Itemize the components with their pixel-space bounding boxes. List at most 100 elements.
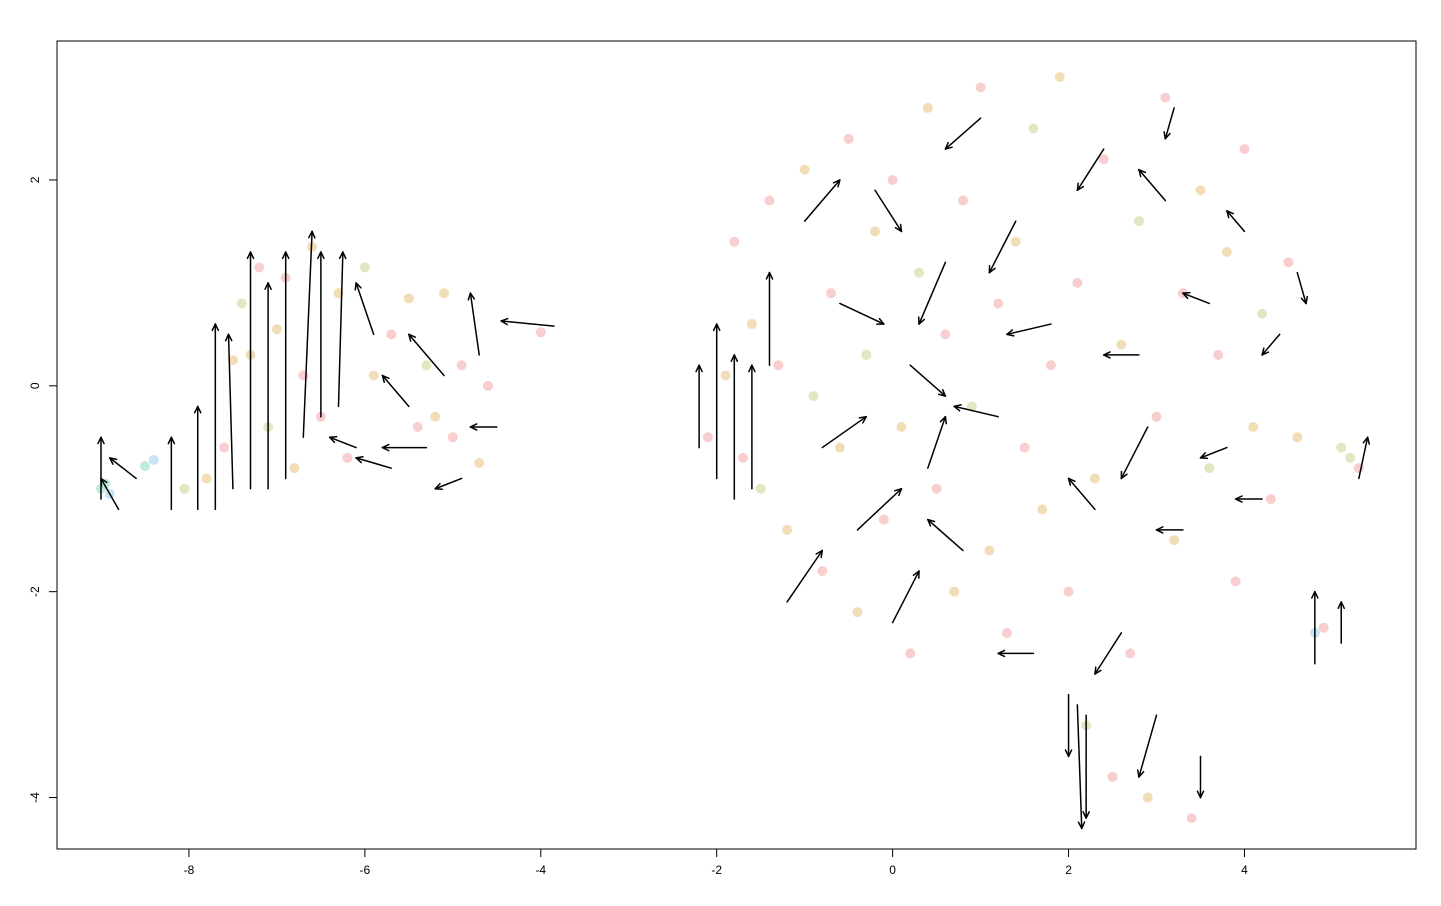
y-axis: -4 -2 0 2	[28, 176, 58, 803]
x-tick-label: -8	[184, 863, 195, 877]
cell-point	[403, 293, 414, 304]
velocity-arrow	[1136, 714, 1158, 778]
cell-point	[1142, 792, 1153, 803]
cell-point	[1054, 72, 1065, 83]
velocity-arrow	[193, 405, 202, 511]
cell-point	[826, 288, 837, 299]
cell-point	[1160, 92, 1171, 103]
cell-point	[1345, 452, 1356, 463]
velocity-arrow	[1067, 477, 1096, 511]
x-tick-label: -4	[535, 863, 546, 877]
velocity-arrow	[211, 323, 220, 511]
cell-point	[1248, 421, 1259, 432]
velocity-arrow	[500, 317, 555, 327]
cell-point	[483, 380, 494, 391]
cell-point	[1072, 277, 1083, 288]
velocity-arrow	[434, 477, 463, 491]
velocity-arrow	[874, 189, 903, 233]
velocity-arrow	[328, 435, 357, 449]
velocity-arrow	[786, 549, 824, 603]
cell-point	[702, 432, 713, 443]
cell-point	[746, 319, 757, 330]
velocity-arrow	[1261, 333, 1281, 356]
cell-point	[1186, 813, 1197, 824]
cell-point	[922, 102, 933, 113]
velocity-arrow	[891, 570, 920, 624]
cell-point	[421, 360, 432, 371]
velocity-arrow	[748, 364, 756, 490]
x-tick-label: -6	[360, 863, 371, 877]
cell-point	[1116, 339, 1127, 350]
cell-point	[764, 195, 775, 206]
cell-point	[1292, 432, 1303, 443]
velocity-arrow	[100, 477, 120, 511]
cell-point	[817, 566, 828, 577]
cell-point	[782, 524, 793, 535]
x-tick-label: 2	[1065, 863, 1072, 877]
velocity-arrow	[953, 404, 999, 418]
x-tick-label: 4	[1241, 863, 1248, 877]
velocity-arrow	[1102, 351, 1140, 359]
velocity-arrow	[695, 364, 703, 449]
y-tick-label: 2	[28, 176, 42, 183]
velocity-arrow	[167, 436, 176, 511]
cell-point	[905, 648, 916, 659]
velocity-arrow	[97, 436, 105, 500]
cell-point	[368, 370, 379, 381]
cell-point	[1125, 648, 1136, 659]
cell-point	[958, 195, 968, 206]
cell-point	[1204, 463, 1215, 474]
cell-point	[430, 411, 441, 422]
velocity-arrow	[1234, 495, 1263, 503]
cell-point	[1133, 216, 1144, 227]
cell-point	[1045, 360, 1056, 371]
cell-point	[412, 421, 423, 432]
cell-point	[949, 586, 960, 597]
velocity-arrow	[381, 443, 428, 452]
cell-point	[1169, 535, 1180, 546]
cell-point	[887, 174, 898, 185]
velocity-arrow	[408, 333, 445, 377]
cell-point	[386, 329, 397, 340]
cell-point	[993, 298, 1004, 309]
cell-point	[1151, 411, 1162, 422]
cell-point	[456, 360, 467, 371]
velocity-arrow	[765, 271, 774, 366]
cell-point	[896, 421, 907, 432]
y-tick-label: -4	[28, 792, 42, 803]
cell-point	[720, 370, 731, 381]
cell-point	[1230, 576, 1241, 587]
velocity-arrow	[317, 251, 325, 418]
cell-point	[1001, 627, 1012, 638]
velocity-arrow	[803, 179, 841, 222]
velocity-arrow	[712, 323, 721, 480]
velocity-arrow	[839, 302, 885, 325]
cell-point	[342, 452, 353, 463]
velocity-arrow	[1076, 704, 1086, 830]
velocity-arrow	[1120, 426, 1149, 480]
cell-point	[271, 324, 282, 335]
velocity-arrow	[1196, 755, 1205, 799]
cell-point	[773, 360, 784, 371]
x-tick-label: 0	[889, 863, 896, 877]
velocity-arrow	[1064, 693, 1073, 758]
velocity-arrow	[355, 455, 393, 469]
cell-point	[236, 298, 247, 309]
velocity-arrow	[909, 364, 947, 397]
velocity-arrow	[997, 649, 1035, 658]
cell-point	[808, 391, 819, 402]
cell-point	[799, 164, 810, 175]
cell-point	[1089, 473, 1100, 484]
cell-point	[1213, 349, 1224, 360]
cell-point	[1010, 236, 1021, 247]
cell-point	[474, 458, 485, 469]
velocity-arrow	[1182, 291, 1211, 305]
velocity-arrow	[944, 117, 982, 150]
velocity-arrow	[109, 457, 137, 480]
velocity-arrow	[302, 230, 316, 439]
cell-point	[219, 442, 230, 453]
plot-frame	[56, 40, 1417, 850]
cell-point	[1028, 123, 1039, 134]
velocity-arrow	[281, 251, 290, 480]
